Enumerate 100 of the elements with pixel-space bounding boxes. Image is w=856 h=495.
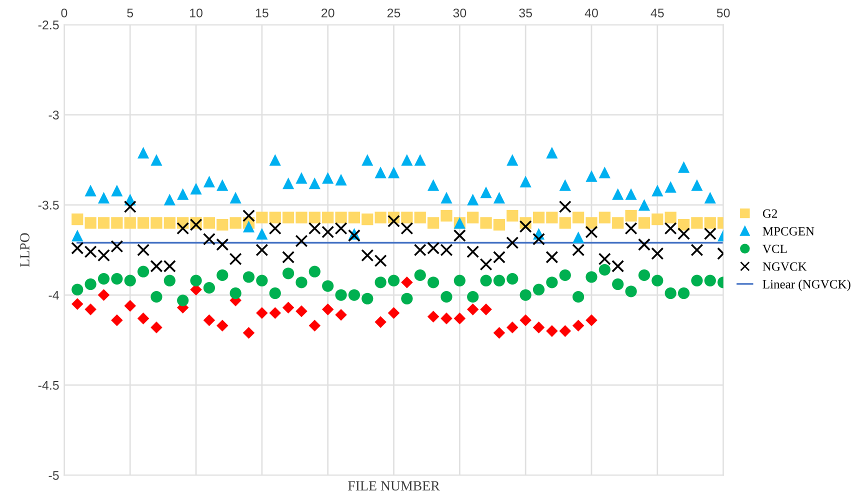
- x-tick-label: 35: [519, 8, 532, 18]
- point: [401, 292, 413, 304]
- point: [480, 274, 492, 286]
- point: [704, 217, 716, 229]
- point: [348, 289, 360, 301]
- point: [97, 249, 110, 262]
- point: [388, 274, 400, 286]
- x-tick-label: 40: [584, 8, 598, 18]
- point: [216, 218, 228, 231]
- point: [335, 308, 347, 321]
- point: [230, 192, 242, 204]
- point: [664, 287, 676, 300]
- point: [98, 272, 110, 285]
- point: [506, 236, 519, 250]
- y-tick-label: -4.5: [38, 381, 59, 390]
- point: [652, 274, 664, 286]
- point: [520, 176, 532, 188]
- point: [519, 220, 532, 233]
- point: [678, 161, 690, 173]
- point: [427, 217, 440, 229]
- point: [98, 192, 110, 204]
- point: [427, 310, 440, 323]
- y-tick-label: -2.5: [38, 20, 59, 30]
- point: [638, 217, 650, 229]
- point: [625, 188, 637, 200]
- point: [203, 282, 216, 294]
- legend-label: MPCGEN: [762, 227, 814, 236]
- point: [704, 274, 716, 286]
- legend-label: VCL: [762, 244, 787, 254]
- point: [677, 227, 690, 240]
- point: [256, 307, 268, 319]
- point: [203, 176, 216, 188]
- point: [111, 314, 123, 326]
- point: [322, 172, 334, 184]
- point: [269, 154, 281, 166]
- point: [400, 222, 414, 235]
- point: [256, 228, 268, 240]
- point: [506, 322, 518, 334]
- point: [638, 238, 651, 251]
- point: [559, 269, 571, 282]
- point: [72, 284, 84, 296]
- point: [177, 188, 189, 200]
- point: [269, 287, 281, 300]
- point: [612, 188, 624, 200]
- point: [256, 212, 268, 224]
- point: [362, 154, 374, 166]
- point: [678, 287, 690, 300]
- point: [229, 252, 242, 266]
- x-tick-label: 10: [190, 8, 202, 18]
- point: [124, 217, 136, 229]
- point: [282, 302, 294, 314]
- legend-label: G2: [762, 209, 777, 218]
- point: [704, 227, 716, 240]
- point: [480, 304, 492, 316]
- point: [190, 218, 202, 232]
- point: [308, 222, 321, 235]
- point: [493, 192, 506, 204]
- point: [322, 304, 334, 316]
- point: [493, 274, 506, 286]
- point: [691, 179, 703, 191]
- point: [308, 178, 320, 190]
- point: [492, 250, 506, 264]
- point: [480, 217, 492, 229]
- point: [572, 232, 584, 244]
- point: [137, 244, 150, 256]
- point: [150, 322, 162, 334]
- point: [72, 214, 84, 226]
- point: [546, 325, 558, 337]
- point: [296, 305, 308, 318]
- point: [190, 274, 202, 286]
- point: [466, 245, 480, 258]
- point: [84, 184, 96, 196]
- legend-label: NGVCK: [762, 262, 807, 271]
- point: [296, 212, 308, 224]
- point: [664, 222, 677, 235]
- point: [691, 274, 703, 286]
- point: [84, 217, 96, 229]
- point: [269, 307, 282, 319]
- point: [546, 250, 558, 264]
- point: [638, 269, 650, 282]
- point: [308, 320, 321, 332]
- point: [361, 249, 374, 262]
- point: [387, 214, 400, 228]
- point: [374, 316, 386, 328]
- point: [466, 304, 479, 316]
- y-tick-label: -4: [48, 290, 59, 300]
- point: [690, 244, 704, 256]
- point: [467, 212, 479, 224]
- point: [638, 199, 650, 211]
- point: [374, 254, 387, 268]
- point: [652, 214, 664, 226]
- point: [652, 184, 664, 196]
- point: [362, 292, 374, 304]
- point: [296, 276, 308, 288]
- point: [242, 220, 255, 232]
- point: [401, 154, 413, 166]
- point: [532, 322, 545, 334]
- point: [625, 286, 637, 298]
- x-tick-label: 20: [322, 8, 334, 18]
- point: [586, 271, 598, 283]
